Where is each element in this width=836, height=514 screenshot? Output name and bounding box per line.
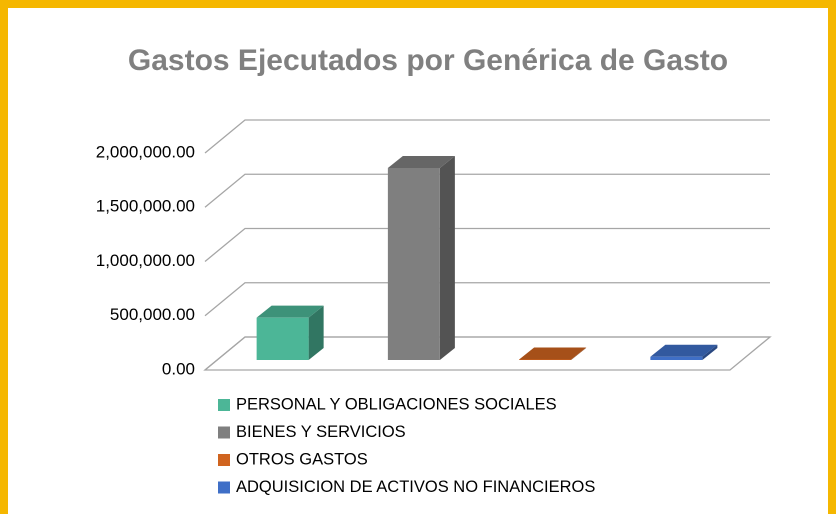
legend-swatch: [218, 426, 230, 439]
grid-line: [204, 282, 770, 317]
y-tick-label: 500,000.00: [110, 305, 195, 324]
bar: [256, 317, 309, 360]
bar: [650, 356, 703, 360]
y-tick-label: 1,000,000.00: [96, 251, 195, 270]
legend-swatch: [218, 481, 230, 494]
bar-top: [650, 344, 718, 357]
legend-swatch: [218, 399, 230, 411]
bar-top: [387, 155, 455, 168]
legend-swatch: [218, 454, 230, 466]
bar-side: [439, 155, 455, 360]
grid-line: [204, 336, 770, 371]
bar: [387, 167, 440, 360]
y-tick-label: 1,500,000.00: [96, 197, 195, 216]
bar-top: [519, 347, 587, 360]
bar-side: [308, 305, 324, 360]
y-tick-label: 0.00: [162, 359, 195, 378]
bar: [519, 359, 572, 360]
grid-line: [204, 119, 770, 154]
bar-side: [571, 347, 587, 360]
bar-side: [702, 344, 718, 360]
grid-line: [204, 227, 770, 263]
legend-label: ADQUISICION DE ACTIVOS NO FINANCIEROS: [236, 478, 595, 496]
grid-line: [204, 173, 770, 208]
legend-label: OTROS GASTOS: [236, 450, 368, 468]
legend-label: PERSONAL Y OBLIGACIONES SOCIALES: [236, 395, 557, 413]
chart-title: Gastos Ejecutados por Genérica de Gasto: [128, 44, 728, 77]
y-tick-label: 2,000,000.00: [96, 142, 195, 161]
bar-top: [256, 305, 324, 318]
legend-label: BIENES Y SERVICIOS: [236, 423, 406, 441]
